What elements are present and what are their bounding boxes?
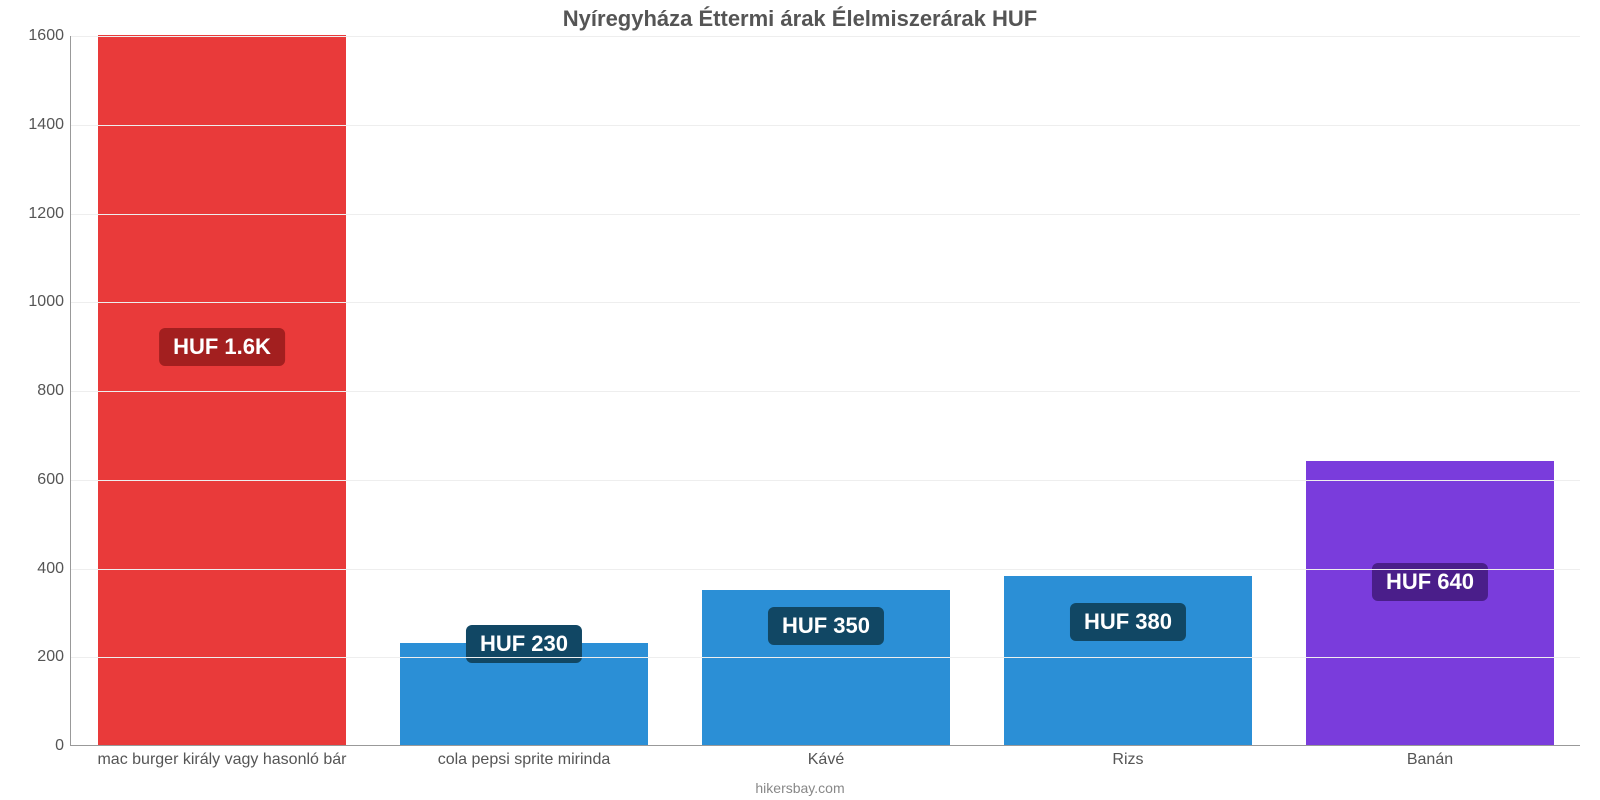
y-tick-label: 0 [8, 737, 64, 755]
chart-title: Nyíregyháza Éttermi árak Élelmiszerárak … [0, 6, 1600, 32]
value-badge: HUF 350 [768, 607, 884, 645]
bar [98, 35, 346, 745]
gridline [71, 36, 1580, 37]
gridline [71, 214, 1580, 215]
x-tick-label: Kávé [808, 751, 844, 769]
x-tick-label: Rizs [1112, 751, 1143, 769]
value-badge: HUF 1.6K [159, 328, 285, 366]
y-tick-label: 600 [8, 471, 64, 489]
gridline [71, 302, 1580, 303]
y-tick-label: 1200 [8, 205, 64, 223]
y-tick-label: 800 [8, 382, 64, 400]
gridline [71, 391, 1580, 392]
y-tick-label: 1400 [8, 116, 64, 134]
gridline [71, 125, 1580, 126]
gridline [71, 480, 1580, 481]
chart-footer: hikersbay.com [0, 780, 1600, 796]
x-tick-label: mac burger király vagy hasonló bár [97, 751, 346, 769]
x-tick-label: cola pepsi sprite mirinda [438, 751, 611, 769]
price-bar-chart: Nyíregyháza Éttermi árak Élelmiszerárak … [0, 0, 1600, 800]
gridline [71, 569, 1580, 570]
y-tick-label: 1600 [8, 27, 64, 45]
bar [1004, 576, 1252, 745]
plot-area: HUF 1.6Kmac burger király vagy hasonló b… [70, 36, 1580, 746]
gridline [71, 657, 1580, 658]
y-tick-label: 1000 [8, 293, 64, 311]
y-tick-label: 400 [8, 560, 64, 578]
value-badge: HUF 380 [1070, 603, 1186, 641]
bar [1306, 461, 1554, 745]
x-tick-label: Banán [1407, 751, 1453, 769]
y-tick-label: 200 [8, 648, 64, 666]
